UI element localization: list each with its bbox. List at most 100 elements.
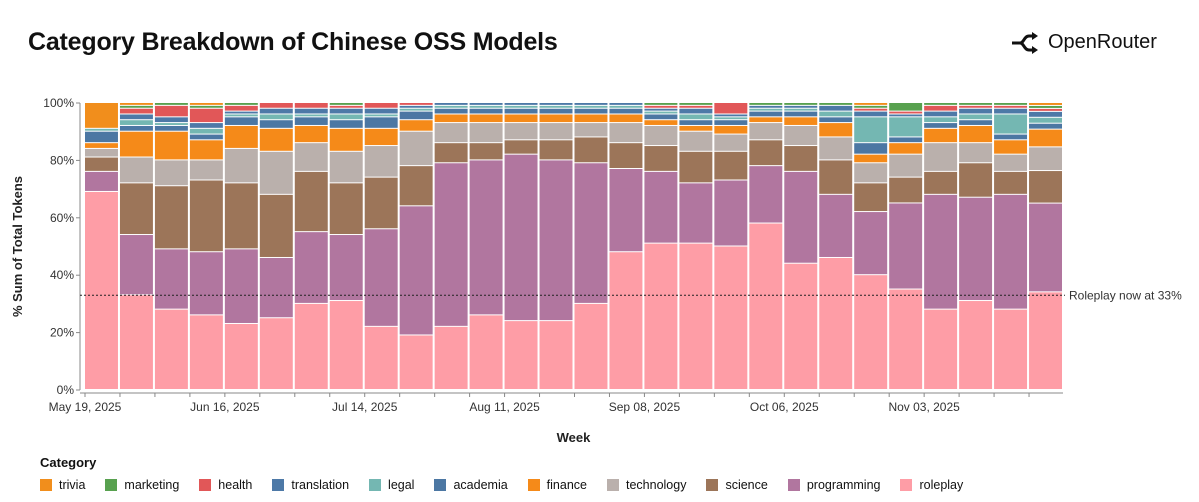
bar-segment-health [294, 103, 328, 108]
chart-title: Category Breakdown of Chinese OSS Models [28, 28, 558, 56]
legend-item-trivia: trivia [40, 478, 85, 492]
bar-segment-marketing [784, 103, 818, 105]
bar-segment-academia [959, 120, 993, 125]
bar-segment-programming [749, 166, 783, 223]
bar-segment-finance [469, 114, 503, 123]
bar-segment-programming [819, 194, 853, 257]
bar-segment-programming [434, 163, 468, 326]
bar-segment-science [399, 166, 433, 206]
bar-segment-technology [259, 151, 293, 194]
bar-segment-translation [819, 105, 853, 111]
bar-segment-academia [154, 125, 188, 131]
bar-segment-academia [924, 123, 958, 128]
x-tick-label: May 19, 2025 [49, 400, 122, 414]
bar-segment-health [994, 105, 1028, 108]
bar-segment-science [854, 183, 888, 212]
bar-segment-marketing [679, 103, 713, 105]
brand[interactable]: OpenRouter [1010, 31, 1157, 54]
bar-segment-programming [85, 171, 118, 191]
bar-segment-finance [574, 114, 608, 123]
bar-segment-marketing [644, 103, 678, 105]
bar-segment-marketing [889, 103, 923, 111]
bar-segment-programming [924, 194, 958, 309]
bar-segment-marketing [224, 103, 258, 105]
bar-segment-translation [959, 108, 993, 114]
bar-segment-legal [679, 114, 713, 120]
bar-segment-finance [819, 123, 853, 137]
bar-segment-health [399, 103, 433, 105]
legend-item-finance: finance [527, 478, 587, 492]
bar-segment-technology [924, 143, 958, 171]
bar-segment-health [364, 103, 398, 108]
bar-segment-programming [854, 212, 888, 275]
x-tick-label: Nov 03, 2025 [888, 400, 960, 414]
y-tick-label: 100% [43, 96, 74, 110]
bar-segment-translation [434, 103, 468, 105]
bar-segment-academia [224, 117, 258, 125]
bar-segment-legal [434, 105, 468, 108]
bar-segment-legal [609, 105, 643, 108]
bar-segment-science [609, 143, 643, 169]
bar-segment-roleplay [504, 321, 538, 389]
bar-segment-translation [469, 103, 503, 105]
bar-segment-finance [784, 117, 818, 125]
bar-segment-programming [889, 203, 923, 289]
bar-segment-finance [539, 114, 573, 123]
bar-segment-translation [539, 103, 573, 105]
legend-swatch [900, 479, 913, 491]
bar-segment-academia [714, 120, 748, 125]
bar-segment-science [1029, 171, 1062, 203]
legend-label: translation [291, 478, 350, 492]
legend-swatch [199, 479, 212, 491]
bar-segment-roleplay [714, 246, 748, 389]
bar-segment-finance [399, 120, 433, 131]
bar-segment-technology [714, 134, 748, 151]
bar-segment-science [819, 160, 853, 194]
bar-segment-academia [1029, 123, 1062, 129]
bar-segment-health [1029, 108, 1062, 111]
bar-segment-legal [504, 105, 538, 108]
bar-segment-translation [574, 103, 608, 105]
y-tick-label: 20% [50, 326, 74, 340]
bar-segment-programming [469, 160, 503, 315]
bar-week-14 [574, 103, 608, 389]
bar-week-2 [154, 103, 188, 389]
bar-week-4 [224, 103, 258, 389]
bar-segment-trivia [119, 103, 153, 105]
bar-segment-legal [1029, 117, 1062, 123]
bar-week-16 [644, 103, 678, 389]
bar-segment-science [959, 163, 993, 197]
bar-segment-academia [539, 108, 573, 114]
legend-item-academia: academia [434, 478, 508, 492]
bar-segment-legal [784, 108, 818, 111]
bar-segment-health [224, 105, 258, 111]
bar-week-6 [294, 103, 328, 389]
bar-segment-translation [189, 123, 223, 128]
legend-label: technology [625, 478, 687, 492]
bar-segment-legal [294, 114, 328, 117]
x-tick-label: Sep 08, 2025 [609, 400, 681, 414]
bar-segment-technology [329, 151, 363, 183]
bar-segment-translation [504, 103, 538, 105]
bar-segment-programming [1029, 203, 1062, 292]
bar-segment-finance [329, 128, 363, 151]
x-tick-label: Jul 14, 2025 [332, 400, 398, 414]
bar-segment-finance [154, 131, 188, 160]
bar-segment-science [119, 183, 153, 235]
bar-week-24 [924, 103, 958, 389]
bar-segment-legal [154, 123, 188, 125]
bar-week-12 [504, 103, 538, 389]
bar-week-7 [329, 103, 363, 389]
bar-segment-roleplay [749, 223, 783, 389]
bar-week-0 [85, 103, 118, 389]
bar-week-5 [259, 103, 293, 389]
bar-segment-science [189, 180, 223, 252]
legend-label: science [725, 478, 768, 492]
bar-segment-roleplay [224, 323, 258, 389]
bar-segment-translation [889, 114, 923, 117]
bar-segment-finance [609, 114, 643, 123]
bar-segment-health [189, 108, 223, 123]
bar-segment-translation [924, 111, 958, 117]
bar-segment-programming [714, 180, 748, 246]
bar-segment-technology [154, 160, 188, 186]
